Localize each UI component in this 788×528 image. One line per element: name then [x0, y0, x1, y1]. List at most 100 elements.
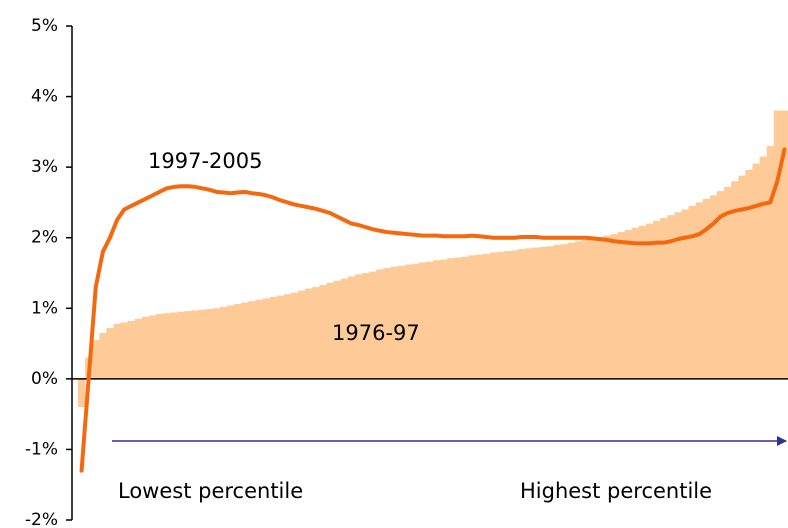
bar: [674, 212, 682, 379]
bar: [773, 110, 782, 379]
bar: [681, 209, 689, 379]
bar: [354, 274, 363, 379]
bar: [347, 276, 356, 379]
bar: [376, 269, 384, 379]
bar: [504, 251, 512, 379]
bar: [575, 241, 583, 379]
bar: [702, 198, 711, 379]
bar: [184, 311, 192, 379]
bar: [433, 260, 441, 379]
bar: [780, 110, 788, 379]
bar: [617, 232, 625, 379]
bar: [511, 250, 519, 379]
bar: [92, 340, 100, 379]
bar: [567, 242, 576, 379]
bar: [156, 313, 164, 379]
bar: [489, 252, 498, 379]
bar: [326, 282, 334, 379]
bar: [482, 253, 491, 379]
annotation: Lowest percentile: [118, 479, 303, 503]
bar: [454, 257, 462, 379]
bar: [631, 227, 640, 379]
bar: [688, 205, 696, 379]
bar: [411, 263, 420, 379]
bar: [610, 234, 618, 379]
bar: [532, 247, 540, 379]
bar: [269, 296, 278, 379]
bar: [369, 271, 377, 379]
bar: [248, 301, 256, 379]
bar: [653, 220, 661, 379]
bar: [560, 244, 569, 379]
y-tick-label: -1%: [25, 439, 58, 459]
bar: [603, 235, 611, 379]
bar: [461, 256, 469, 379]
bar: [177, 311, 185, 379]
bar: [404, 264, 412, 379]
bar: [724, 186, 732, 379]
bar: [709, 195, 718, 379]
bar: [234, 304, 242, 379]
bar: [667, 215, 675, 379]
y-tick-label: 0%: [31, 369, 58, 389]
bar: [127, 320, 136, 379]
bar: [205, 308, 214, 379]
bar: [99, 332, 107, 379]
y-tick-label: 5%: [31, 16, 58, 36]
bar: [546, 246, 554, 379]
y-tick-label: -2%: [25, 510, 58, 528]
bars: [78, 110, 788, 408]
y-tick-label: 2%: [31, 228, 58, 248]
bar: [220, 306, 228, 379]
bar: [383, 268, 391, 379]
bar: [227, 305, 235, 379]
bar: [106, 328, 114, 379]
y-tick-label: 1%: [31, 298, 58, 318]
bar: [255, 299, 263, 379]
bar: [170, 312, 178, 379]
bar: [333, 280, 341, 379]
bar: [276, 295, 285, 379]
annotation: Highest percentile: [520, 479, 712, 503]
line: [79, 147, 787, 473]
bar: [660, 217, 668, 379]
bar: [752, 163, 760, 379]
bar: [305, 288, 313, 379]
bar: [113, 323, 121, 379]
bar: [191, 310, 199, 379]
axes: -2% -1% 0% 1% 2% 3% 4% 5%: [25, 16, 788, 528]
bar: [759, 156, 767, 379]
bar: [319, 284, 327, 379]
bar: [425, 261, 434, 379]
annotation: 1976-97: [332, 321, 420, 345]
bar: [291, 292, 299, 379]
bar: [141, 316, 150, 379]
annotation: 1997-2005: [148, 149, 262, 173]
bar: [582, 239, 590, 379]
bar: [163, 313, 171, 379]
bar: [440, 259, 448, 379]
bar: [283, 294, 292, 379]
bar: [418, 262, 427, 379]
bar: [766, 145, 775, 379]
bar: [553, 244, 562, 379]
bar: [596, 237, 604, 379]
bar: [120, 322, 128, 379]
bar: [312, 287, 320, 379]
bar: [695, 202, 704, 379]
bar: [717, 191, 725, 379]
y-tick-label: 3%: [31, 157, 58, 177]
bar: [397, 265, 405, 379]
bar: [78, 378, 86, 408]
bar: [525, 248, 533, 379]
bar: [518, 249, 526, 379]
bar: [589, 238, 597, 379]
y-tick-label: 4%: [31, 87, 58, 107]
bar: [362, 273, 370, 379]
bar: [539, 246, 547, 379]
bar: [624, 229, 633, 379]
bar: [468, 255, 476, 379]
bar: [262, 298, 270, 379]
bar: [241, 302, 249, 379]
